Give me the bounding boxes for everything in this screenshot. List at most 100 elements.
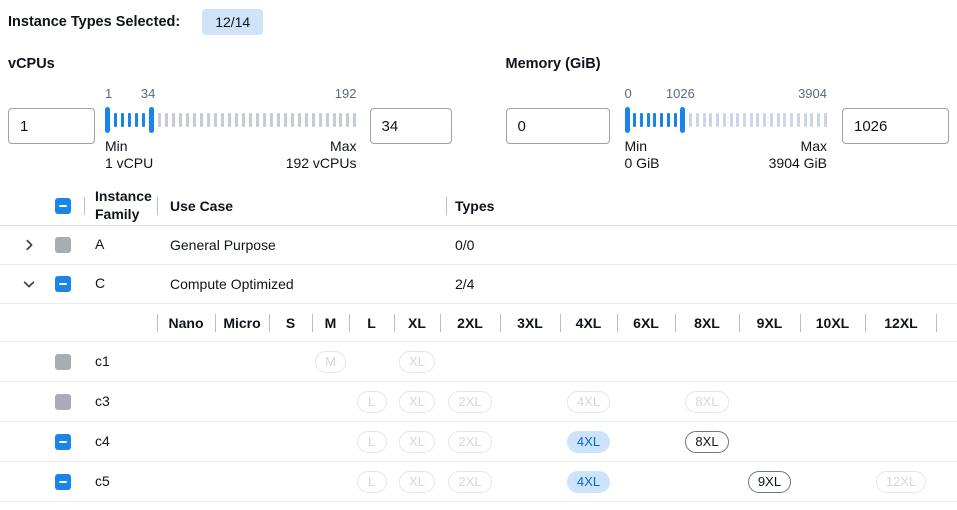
- slider-tick: [171, 113, 175, 127]
- vcpus-filter-title: vCPUs: [8, 56, 55, 72]
- memory-slider-track[interactable]: [624, 107, 828, 133]
- family-types-count: 0/0: [455, 237, 475, 253]
- slider-tick: [134, 113, 138, 127]
- selection-summary-label: Instance Types Selected:: [8, 14, 181, 30]
- size-column-label-3xl: 3XL: [517, 314, 543, 331]
- slider-tick: [276, 113, 280, 127]
- selection-count-badge: 12/14: [202, 9, 264, 35]
- slider-handle-low[interactable]: [624, 107, 630, 133]
- select-all-checkbox[interactable]: [55, 197, 71, 214]
- size-badge-8xl: 8XL: [685, 390, 729, 413]
- slider-tick: [157, 113, 161, 127]
- slider-tick: [689, 113, 693, 127]
- size-column-label-s: S: [285, 314, 296, 331]
- slider-tick: [709, 113, 713, 127]
- size-column-label-6xl: 6XL: [633, 314, 659, 331]
- size-badge-8xl[interactable]: 8XL: [685, 430, 729, 453]
- slider-tick: [776, 113, 780, 127]
- size-column-label-nano: Nano: [168, 314, 204, 331]
- instance-name: c4: [95, 432, 110, 449]
- slider-tick: [695, 113, 699, 127]
- size-column-label-2xl: 2XL: [457, 314, 483, 331]
- vcpus-max-caption: Max 192 vCPUs: [285, 138, 357, 171]
- instance-row-c4: c4 L XL 2XL 4XL 8XL: [0, 422, 957, 462]
- memory-range-slider[interactable]: 0 1026 3904 Min 0 GiB Max 3904 GiB: [624, 86, 828, 172]
- instance-c1-sizes: M XL: [157, 342, 937, 381]
- vcpus-slider-track[interactable]: [105, 107, 357, 133]
- family-c-checkbox[interactable]: [55, 276, 71, 292]
- slider-tick: [206, 113, 210, 127]
- slider-tick: [283, 113, 287, 127]
- expand-chevron-right-icon[interactable]: [22, 238, 36, 252]
- slider-tick: [127, 113, 131, 127]
- memory-scale-end: 3904: [798, 86, 827, 101]
- instance-c4-checkbox[interactable]: [55, 433, 71, 450]
- col-header-types: Types: [455, 197, 495, 214]
- vcpus-min-input[interactable]: [8, 108, 95, 144]
- size-column-label-12xl: 12XL: [884, 314, 918, 331]
- slider-tick: [113, 113, 117, 127]
- selection-summary: Instance Types Selected: 12/14: [0, 0, 957, 35]
- slider-handle-high[interactable]: [148, 107, 154, 133]
- size-badge-4xl[interactable]: 4XL: [566, 470, 611, 493]
- size-badge-2xl: 2XL: [448, 470, 492, 493]
- slider-tick: [769, 113, 773, 127]
- size-column-label-l: L: [367, 314, 376, 331]
- vcpus-max-input[interactable]: [369, 108, 452, 144]
- size-badge-xl: XL: [399, 390, 435, 413]
- size-badge-xl: XL: [399, 430, 435, 453]
- instance-row-c5: c5 L XL 2XL 4XL 9XL 12XL: [0, 462, 957, 502]
- slider-handle-high[interactable]: [680, 107, 686, 133]
- instance-c1-checkbox: [55, 353, 71, 370]
- slider-tick: [269, 113, 273, 127]
- memory-min-input[interactable]: [505, 108, 610, 144]
- slider-handle-low[interactable]: [105, 107, 110, 133]
- col-header-use-case: Use Case: [170, 197, 234, 214]
- instance-name: c3: [95, 392, 110, 409]
- slider-tick: [255, 113, 259, 127]
- size-columns-header-row: Nano Micro S M L XL 2XL 3XL 4XL 6XL 8XL 9XL 10XL 12XL: [0, 304, 957, 342]
- size-column-label-m: M: [324, 314, 337, 331]
- collapse-chevron-down-icon[interactable]: [22, 277, 36, 291]
- size-badge-l: L: [356, 430, 387, 453]
- instance-c4-sizes: L XL 2XL 4XL 8XL: [157, 422, 937, 461]
- memory-filter: Memory (GiB) 0 1026 3904 Min 0 GiB: [505, 56, 949, 172]
- slider-tick: [141, 113, 145, 127]
- vcpus-scale-end: 192: [334, 86, 357, 101]
- instance-name: c5: [95, 472, 110, 489]
- memory-scale-start: 0: [624, 86, 632, 101]
- size-badge-2xl: 2XL: [448, 390, 492, 413]
- slider-tick: [220, 113, 224, 127]
- vcpus-min-caption: Min 1 vCPU: [105, 138, 154, 171]
- slider-tick: [120, 113, 124, 127]
- slider-tick: [783, 113, 787, 127]
- memory-scale-current: 1026: [665, 86, 695, 101]
- size-column-label-micro: Micro: [223, 314, 261, 331]
- slider-tick: [722, 113, 726, 127]
- instance-c5-checkbox[interactable]: [55, 473, 71, 490]
- family-use-case: Compute Optimized: [170, 276, 294, 292]
- vcpus-filter: vCPUs 1 34 192 Min 1 vCPU: [8, 56, 452, 172]
- instance-c3-sizes: L XL 2XL 4XL 8XL: [157, 382, 937, 421]
- slider-tick: [763, 113, 767, 127]
- size-badge-4xl[interactable]: 4XL: [566, 430, 611, 453]
- vcpus-range-slider[interactable]: 1 34 192 Min 1 vCPU Max 192 vCPUs: [105, 86, 357, 172]
- table-header-row: Instance Family Use Case Types: [0, 186, 957, 226]
- slider-tick: [633, 113, 637, 127]
- size-badge-xl: XL: [399, 350, 435, 373]
- size-column-label-9xl: 9XL: [756, 314, 783, 331]
- slider-tick: [339, 113, 343, 127]
- size-badge-l: L: [356, 390, 387, 413]
- instance-row-c3: c3 L XL 2XL 4XL 8XL: [0, 382, 957, 422]
- size-badge-12xl: 12XL: [875, 470, 927, 493]
- size-badge-9xl[interactable]: 9XL: [747, 470, 792, 493]
- slider-tick: [749, 113, 753, 127]
- slider-tick: [646, 113, 650, 127]
- filters: vCPUs 1 34 192 Min 1 vCPU: [0, 56, 957, 172]
- instance-name: c1: [95, 352, 110, 369]
- size-column-label-4xl: 4XL: [575, 314, 602, 331]
- memory-max-input[interactable]: [842, 108, 949, 144]
- slider-tick: [666, 113, 670, 127]
- slider-tick: [164, 113, 168, 127]
